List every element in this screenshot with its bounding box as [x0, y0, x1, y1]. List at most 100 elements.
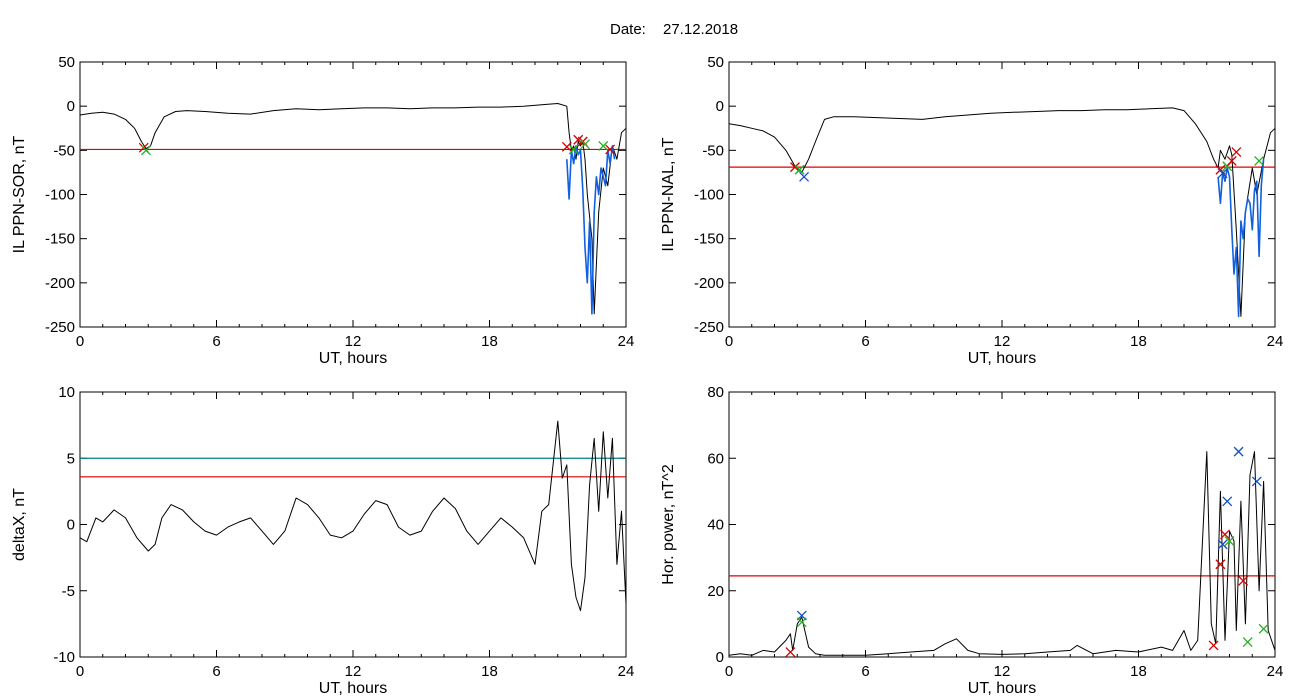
series-line-1 [728, 451, 1276, 656]
x-tick-label: 12 [345, 663, 362, 680]
cross-marker [785, 647, 796, 657]
y-tick-label: -200 [694, 275, 724, 292]
y-tick-label: 80 [707, 384, 724, 401]
cross-marker [1231, 147, 1242, 158]
cross-marker [1233, 446, 1244, 457]
x-tick-label: 6 [861, 333, 869, 350]
y-tick-label: 50 [707, 54, 724, 71]
x-tick-label: 6 [212, 333, 220, 350]
x-tick-label: 24 [1267, 333, 1284, 350]
y-tick-label: -250 [694, 319, 724, 336]
y-tick-label: -250 [45, 319, 75, 336]
cross-marker [790, 162, 800, 173]
y-tick-label: 50 [58, 54, 75, 71]
cross-marker [1258, 623, 1269, 634]
cross-marker [1226, 155, 1237, 166]
cross-marker [1224, 536, 1235, 547]
y-tick-label: 5 [67, 450, 75, 467]
cross-stroke [1233, 446, 1244, 457]
x-tick-label: 12 [345, 333, 362, 350]
y-tick-label: 0 [67, 98, 75, 115]
cross-stroke [790, 162, 800, 173]
series-line-1 [79, 420, 627, 612]
cross-stroke [605, 144, 616, 155]
y-tick-label: 0 [67, 517, 75, 534]
y-axis-label: IL PPN-SOR, nT [11, 135, 28, 253]
cross-stroke [1251, 476, 1262, 487]
y-tick-label: -5 [62, 583, 75, 600]
y-tick-label: -50 [702, 142, 724, 159]
cross-stroke [1222, 496, 1233, 507]
series-line-2 [1217, 159, 1265, 318]
x-tick-label: 18 [1130, 663, 1147, 680]
cross-stroke [1258, 623, 1269, 634]
x-tick-label: 18 [481, 333, 498, 350]
y-axis-label: deltaX, nT [11, 488, 28, 561]
y-tick-label: -150 [694, 231, 724, 248]
cross-stroke [598, 140, 609, 151]
cross-marker [1219, 529, 1230, 540]
x-tick-label: 24 [1267, 663, 1284, 680]
y-tick-label: -100 [45, 187, 75, 204]
cross-marker [1222, 496, 1233, 507]
cross-stroke [1254, 155, 1265, 166]
cross-stroke [1217, 539, 1228, 550]
x-axis-label: UT, hours [968, 350, 1036, 367]
cross-stroke [1208, 640, 1219, 651]
x-tick-label: 6 [861, 663, 869, 680]
cross-stroke [1224, 536, 1235, 547]
cross-stroke [1238, 575, 1249, 586]
date-value: 27.12.2018 [663, 21, 738, 38]
cross-marker [1242, 637, 1253, 648]
series-line-1 [728, 107, 1276, 317]
y-tick-label: -150 [45, 231, 75, 248]
x-tick-label: 24 [618, 333, 635, 350]
x-tick-label: 18 [1130, 333, 1147, 350]
cross-marker [1217, 168, 1228, 179]
y-tick-label: 40 [707, 517, 724, 534]
x-tick-label: 0 [76, 333, 84, 350]
x-axis-label: UT, hours [319, 680, 387, 697]
cross-marker [1217, 539, 1228, 550]
y-tick-label: -50 [53, 142, 75, 159]
cross-stroke [568, 144, 579, 155]
cross-stroke [1226, 155, 1237, 166]
cross-stroke [785, 647, 796, 657]
plot-frame [728, 391, 1276, 658]
x-tick-label: 0 [76, 663, 84, 680]
cross-stroke [1215, 164, 1226, 175]
cross-marker [605, 144, 616, 155]
cross-stroke [1231, 147, 1242, 158]
cross-stroke [794, 164, 805, 175]
cross-marker [1254, 155, 1265, 166]
cross-marker [799, 171, 810, 182]
y-tick-label: -10 [53, 649, 75, 666]
y-axis-label: Hor. power, nT^2 [660, 464, 677, 585]
cross-marker [598, 140, 609, 151]
cross-stroke [799, 171, 810, 182]
cross-stroke [1219, 529, 1230, 540]
x-tick-label: 0 [725, 333, 733, 350]
date-label: Date: [610, 21, 646, 38]
cross-marker [580, 139, 591, 150]
x-tick-label: 6 [212, 663, 220, 680]
chart-panel-1: 0 6 12 18 24 50 0 -50 -100 -150 -200 -250 UT, hours I… [11, 54, 634, 367]
cross-marker [1208, 640, 1219, 651]
cross-marker [568, 144, 579, 155]
plot-frame [79, 391, 627, 658]
cross-stroke [573, 134, 584, 145]
x-tick-label: 12 [994, 663, 1011, 680]
cross-stroke [1217, 168, 1228, 179]
cross-marker [1215, 559, 1226, 570]
cross-stroke [1215, 559, 1226, 570]
y-tick-label: 0 [716, 98, 724, 115]
y-tick-label: 20 [707, 583, 724, 600]
y-tick-label: -100 [694, 187, 724, 204]
cross-marker [794, 164, 805, 175]
x-tick-label: 0 [725, 663, 733, 680]
x-axis-label: UT, hours [319, 350, 387, 367]
y-tick-label: 10 [58, 384, 75, 401]
cross-marker [796, 617, 807, 628]
cross-stroke [1242, 637, 1253, 648]
